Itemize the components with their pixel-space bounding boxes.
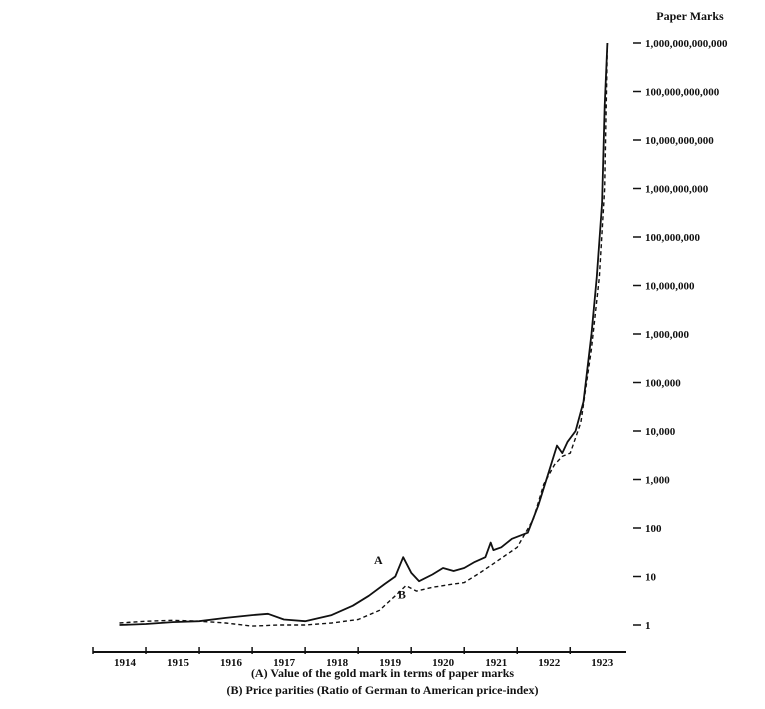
series-line-b bbox=[119, 42, 609, 627]
x-axis: 1914 1915 1916 1917 1918 1919 1920 1921 1922 1923 bbox=[92, 647, 626, 669]
y-tick-label: 10,000 bbox=[645, 426, 676, 438]
x-tick-label: 1923 bbox=[591, 657, 614, 669]
y-axis-title: Paper Marks bbox=[656, 9, 724, 23]
x-tick-label: 1918 bbox=[326, 657, 349, 669]
series-line-a bbox=[119, 42, 609, 626]
x-tick-label: 1914 bbox=[114, 657, 137, 669]
caption-line-b: (B) Price parities (Ratio of German to A… bbox=[226, 683, 539, 697]
annotation-label-b: B bbox=[398, 588, 406, 602]
x-tick-label: 1921 bbox=[485, 657, 507, 669]
x-tick-label: 1922 bbox=[538, 657, 561, 669]
x-tick-label: 1917 bbox=[273, 657, 296, 669]
y-axis: 1 10 100 1,000 10,000 100,000 1,000,000 10,000,… bbox=[633, 38, 728, 632]
y-tick-label: 10 bbox=[645, 572, 657, 584]
y-tick-label: 100,000 bbox=[645, 378, 681, 390]
y-tick-label: 10,000,000,000 bbox=[645, 135, 714, 147]
x-tick-label: 1920 bbox=[432, 657, 455, 669]
annotations: AB bbox=[374, 553, 406, 601]
caption-line-a: (A) Value of the gold mark in terms of p… bbox=[250, 666, 515, 680]
y-tick-label: 1,000,000 bbox=[645, 329, 690, 341]
x-tick-label: 1919 bbox=[379, 657, 402, 669]
y-tick-label: 100,000,000 bbox=[645, 232, 701, 244]
y-tick-label: 1,000,000,000,000 bbox=[645, 38, 728, 50]
annotation-label-a: A bbox=[374, 553, 383, 567]
y-tick-label: 1 bbox=[645, 620, 651, 632]
y-tick-label: 1,000,000,000 bbox=[645, 184, 709, 196]
series-layer bbox=[119, 42, 609, 627]
y-tick-label: 100 bbox=[645, 523, 662, 535]
y-tick-label: 10,000,000 bbox=[645, 281, 695, 293]
x-tick-label: 1915 bbox=[167, 657, 190, 669]
y-tick-label: 100,000,000,000 bbox=[645, 87, 720, 99]
x-tick-label: 1916 bbox=[220, 657, 243, 669]
y-tick-label: 1,000 bbox=[645, 475, 670, 487]
